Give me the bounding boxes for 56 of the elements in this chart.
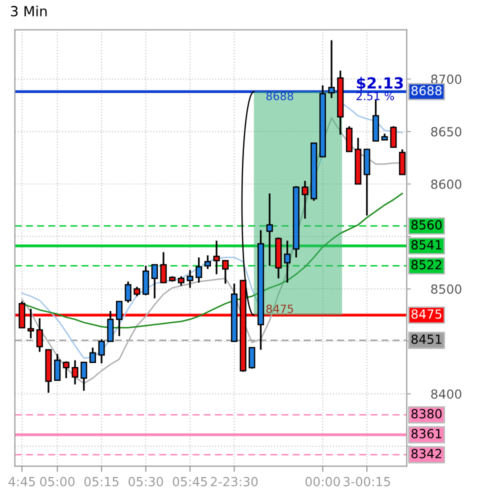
candlestick [36, 317, 43, 353]
annotation: 8475 [266, 304, 293, 313]
y-tick-label: 8600 [431, 179, 462, 189]
chart-title: 3 Min [10, 6, 47, 16]
x-tick-label: 05:45 [172, 476, 207, 486]
y-tick-label: 8400 [431, 389, 462, 399]
candlestick [72, 359, 78, 386]
candlestick [98, 338, 105, 364]
candlestick [62, 360, 70, 379]
candlestick [302, 180, 308, 220]
x-tick-label: 2-23:30 [210, 476, 258, 486]
ref-line-label: 8560 [411, 220, 442, 230]
candlestick [134, 286, 140, 298]
candlestick [248, 346, 256, 370]
x-tick-label: 4:45 [8, 477, 35, 486]
ref-line-label: 8475 [411, 309, 442, 319]
y-tick-label: 8500 [431, 284, 462, 294]
candlestick [328, 39, 335, 99]
x-tick-label: 05:15 [84, 476, 118, 486]
annotation: 2.51 % [356, 92, 394, 100]
candlestick [28, 308, 34, 340]
x-tick-label: 05:30 [128, 476, 163, 486]
candlestick [142, 265, 150, 296]
x-tick-label: 00:00 [306, 476, 340, 486]
candlestick [222, 260, 229, 285]
candlestick [346, 125, 353, 152]
candlestick [196, 256, 202, 284]
ref-line-label: 8451 [411, 334, 442, 344]
ref-line-label: 8688 [411, 86, 442, 96]
candlestick [178, 275, 184, 287]
ref-line-label: 8380 [411, 409, 442, 418]
candlestick [89, 346, 96, 364]
candlestick [107, 310, 114, 342]
ref-line-label: 8361 [411, 428, 442, 438]
candlestick [80, 362, 88, 392]
x-tick-label: 05:00 [40, 476, 75, 486]
candlestick [151, 264, 158, 300]
candlestick [390, 125, 397, 148]
candlestick [124, 280, 132, 304]
ref-line-label: 8342 [411, 448, 442, 458]
candlestick [213, 240, 220, 276]
candlestick [54, 353, 61, 382]
candlestick [204, 254, 211, 270]
annotation: 8688 [266, 92, 294, 100]
candlestick [284, 240, 291, 284]
y-tick-label: 8650 [431, 127, 462, 136]
candlestick [266, 192, 273, 267]
candlestick [186, 269, 194, 289]
candlestick [116, 300, 123, 337]
y-tick-label: 8700 [431, 74, 462, 84]
x-tick-label: 3-00:15 [344, 476, 390, 486]
candlestick [399, 148, 406, 176]
candlestick [160, 251, 167, 284]
ref-line-label: 8541 [411, 240, 442, 250]
ref-line-label: 8522 [411, 260, 442, 270]
annotation: $2.13 [356, 76, 403, 91]
